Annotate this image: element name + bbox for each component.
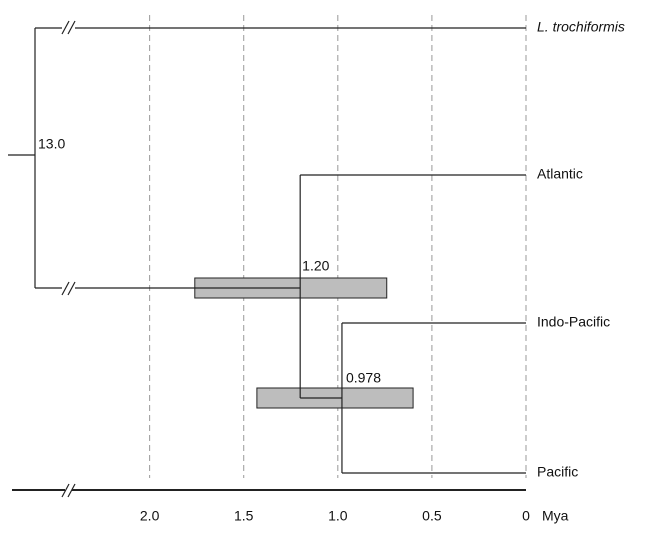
x-tick-label: 0 [522, 508, 530, 524]
leaf-label: L. trochiformis [537, 19, 625, 35]
x-tick-label: 1.0 [328, 508, 348, 524]
x-tick-label: 2.0 [140, 508, 160, 524]
x-tick-label: 0.5 [422, 508, 442, 524]
x-axis-label: Mya [542, 508, 569, 524]
axis-break [61, 20, 76, 498]
node-label: 1.20 [302, 258, 329, 274]
x-tick-label: 1.5 [234, 508, 254, 524]
leaf-label: Atlantic [537, 166, 583, 182]
leaf-label: Indo-Pacific [537, 314, 610, 330]
node-label: 0.978 [346, 370, 381, 386]
node-label: 13.0 [38, 136, 65, 152]
leaf-label: Pacific [537, 464, 578, 480]
